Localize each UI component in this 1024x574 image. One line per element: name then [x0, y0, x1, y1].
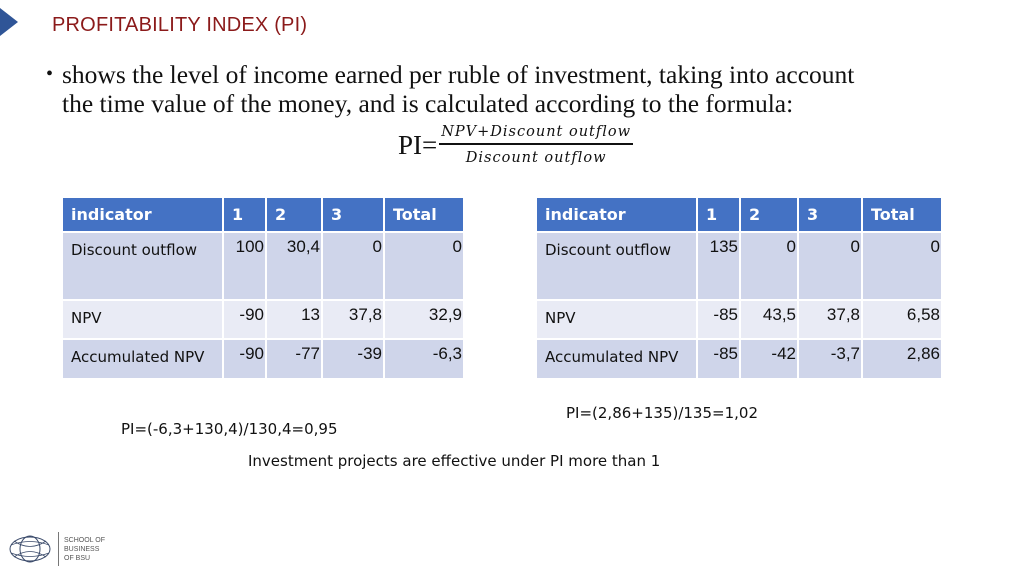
cell-value: -3,7 — [799, 340, 861, 378]
table-header-row: indicator 1 2 3 Total — [537, 198, 941, 231]
slide-title: PROFITABILITY INDEX (PI) — [52, 14, 308, 36]
formula-numerator: NPV+Discount outflow — [439, 124, 634, 145]
header-year-3: 3 — [323, 198, 383, 231]
cell-value: -6,3 — [385, 340, 463, 378]
pi-calculation-project-2: PI=(2,86+135)/135=1,02 — [566, 404, 758, 422]
pi-formula: PI= NPV+Discount outflow Discount outflo… — [398, 124, 634, 166]
header-total: Total — [863, 198, 941, 231]
cell-value: -77 — [267, 340, 321, 378]
bullet-dot-icon: • — [46, 63, 54, 85]
header-year-3: 3 — [799, 198, 861, 231]
cell-value: 32,9 — [385, 301, 463, 338]
cell-value: 13 — [267, 301, 321, 338]
bullet-line-1: shows the level of income earned per rub… — [62, 60, 855, 89]
logo-line-1: SCHOOL OF — [64, 536, 105, 544]
header-indicator: indicator — [537, 198, 696, 231]
bullet-line-2: the time value of the money, and is calc… — [62, 89, 794, 118]
logo-line-3: OF BSU — [64, 554, 91, 562]
cell-value: 0 — [741, 233, 797, 299]
project-1-table: indicator 1 2 3 Total Discount outflow 1… — [61, 196, 465, 380]
cell-value: -90 — [224, 340, 265, 378]
cell-value: 0 — [323, 233, 383, 299]
conclusion-text: Investment projects are effective under … — [248, 452, 661, 470]
cell-value: 0 — [385, 233, 463, 299]
cell-value: 135 — [698, 233, 739, 299]
header-year-2: 2 — [741, 198, 797, 231]
header-year-2: 2 — [267, 198, 321, 231]
table-row: Discount outflow 100 30,4 0 0 — [63, 233, 463, 299]
logo-text: SCHOOL OF BUSINESS OF BSU — [64, 536, 105, 563]
cell-value: -39 — [323, 340, 383, 378]
logo-divider — [58, 532, 59, 566]
row-label: Discount outflow — [63, 233, 222, 299]
cell-value: -85 — [698, 340, 739, 378]
header-total: Total — [385, 198, 463, 231]
row-label: NPV — [537, 301, 696, 338]
cell-value: 0 — [863, 233, 941, 299]
cell-value: -90 — [224, 301, 265, 338]
row-label: NPV — [63, 301, 222, 338]
row-label: Accumulated NPV — [537, 340, 696, 378]
header-indicator: indicator — [63, 198, 222, 231]
cell-value: -85 — [698, 301, 739, 338]
table-row: Accumulated NPV -90 -77 -39 -6,3 — [63, 340, 463, 378]
project-2-table: indicator 1 2 3 Total Discount outflow 1… — [535, 196, 943, 380]
cell-value: 6,58 — [863, 301, 941, 338]
header-year-1: 1 — [698, 198, 739, 231]
cell-value: 37,8 — [799, 301, 861, 338]
pi-calculation-project-1: PI=(-6,3+130,4)/130,4=0,95 — [121, 420, 338, 438]
table-row: Discount outflow 135 0 0 0 — [537, 233, 941, 299]
table-row: NPV -90 13 37,8 32,9 — [63, 301, 463, 338]
cell-value: 30,4 — [267, 233, 321, 299]
cell-value: 0 — [799, 233, 861, 299]
cell-value: 43,5 — [741, 301, 797, 338]
table-row: Accumulated NPV -85 -42 -3,7 2,86 — [537, 340, 941, 378]
row-label: Accumulated NPV — [63, 340, 222, 378]
cell-value: 37,8 — [323, 301, 383, 338]
formula-lhs: PI= — [398, 129, 438, 160]
table-row: NPV -85 43,5 37,8 6,58 — [537, 301, 941, 338]
cell-value: -42 — [741, 340, 797, 378]
formula-fraction: NPV+Discount outflow Discount outflow — [439, 124, 634, 166]
bullet-text: • shows the level of income earned per r… — [46, 60, 982, 118]
cell-value: 100 — [224, 233, 265, 299]
logo-line-2: BUSINESS — [64, 545, 100, 553]
cell-value: 2,86 — [863, 340, 941, 378]
school-logo: SCHOOL OF BUSINESS OF BSU — [8, 532, 105, 566]
table-header-row: indicator 1 2 3 Total — [63, 198, 463, 231]
header-year-1: 1 — [224, 198, 265, 231]
formula-denominator: Discount outflow — [465, 150, 607, 166]
globe-logo-icon — [9, 535, 51, 563]
row-label: Discount outflow — [537, 233, 696, 299]
slide-marker-triangle-icon — [0, 8, 18, 36]
